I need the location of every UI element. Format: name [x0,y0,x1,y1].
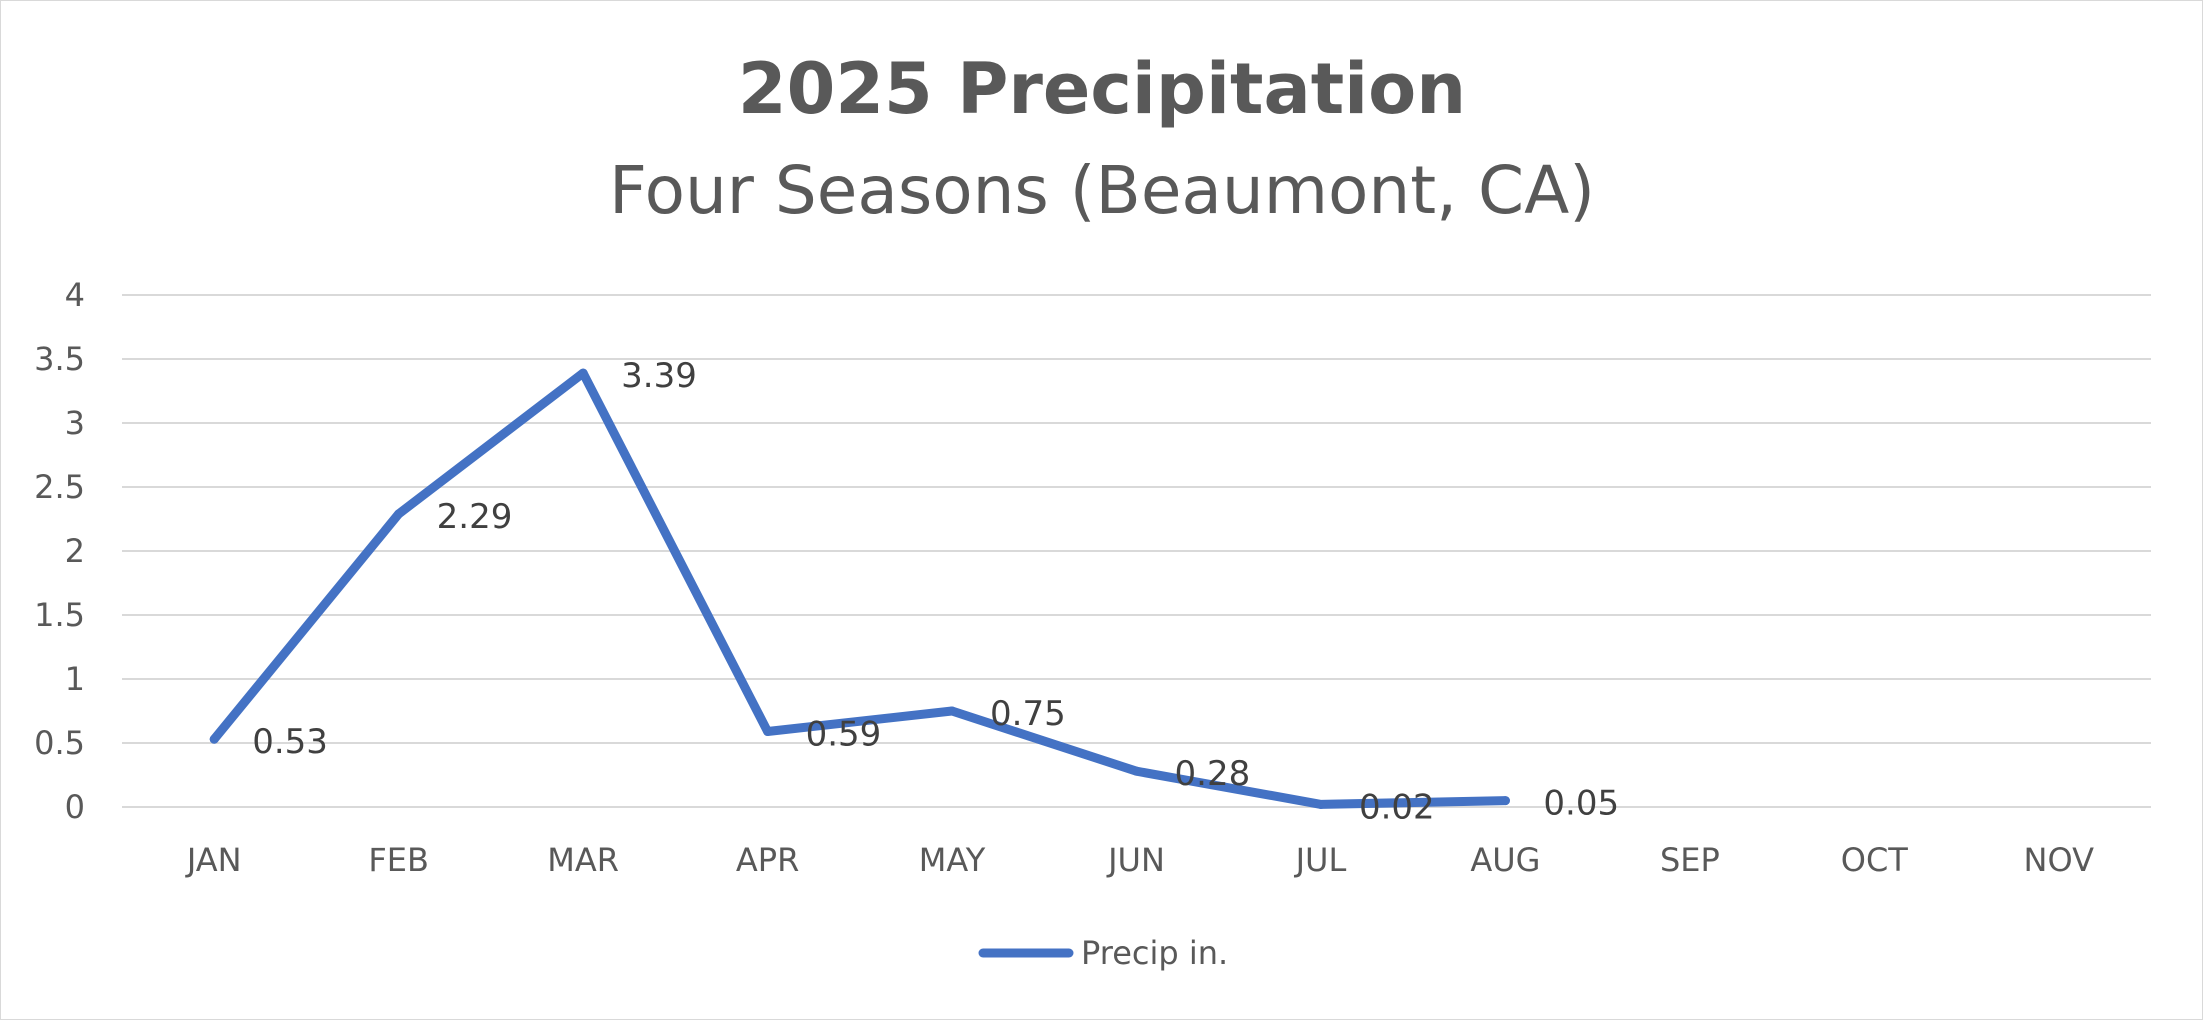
y-tick-label: 1 [65,660,85,698]
data-label: 0.05 [1543,784,1619,824]
x-tick-label: OCT [1841,841,1909,879]
y-tick-label: 2.5 [34,468,85,506]
y-tick-label: 0 [65,788,85,826]
data-point [209,734,219,744]
x-tick-label: NOV [2024,841,2095,879]
data-label: 0.75 [990,694,1066,734]
chart-title: 2025 Precipitation [738,48,1466,130]
data-label: 0.59 [806,714,882,754]
y-tick-label: 1.5 [34,596,85,634]
data-point [1132,766,1141,776]
series-line [209,368,1510,809]
data-label: 2.29 [437,497,513,537]
data-point [947,706,957,716]
data-label: 0.28 [1175,754,1251,794]
data-point [763,726,773,736]
x-tick-label: AUG [1470,841,1540,879]
legend[interactable]: Precip in. [978,934,1228,972]
x-tick-label: SEP [1660,841,1720,879]
x-tick-label: JAN [185,841,242,879]
gridlines [122,294,2151,808]
data-point [394,509,404,519]
legend-label: Precip in. [1081,934,1228,972]
data-point [1316,799,1326,809]
x-tick-label: JUL [1294,841,1347,879]
x-tick-label: MAR [547,841,619,879]
data-point [1500,796,1510,806]
data-label: 3.39 [621,356,697,396]
data-labels: 0.53 2.29 3.39 0.59 0.75 0.28 0.02 0.05 [252,356,1619,827]
y-tick-label: 2 [65,532,85,570]
series-layer [209,368,1510,809]
y-tick-label: 0.5 [34,724,85,762]
y-axis: 0 0.5 1 1.5 2 2.5 3 3.5 4 [34,276,85,826]
data-point [578,368,588,378]
data-label: 0.02 [1359,787,1435,827]
x-tick-label: MAY [919,841,986,879]
y-tick-label: 4 [65,276,85,314]
x-axis: JAN FEB MAR APR MAY JUN JUL AUG SEP OCT NOV [185,841,2094,879]
x-tick-label: FEB [368,841,429,879]
chart-subtitle: Four Seasons (Beaumont, CA) [609,152,1595,229]
y-tick-label: 3 [65,404,85,442]
data-label: 0.53 [252,722,328,762]
y-tick-label: 3.5 [34,340,85,378]
x-tick-label: APR [736,841,799,879]
x-tick-label: JUN [1106,841,1165,879]
